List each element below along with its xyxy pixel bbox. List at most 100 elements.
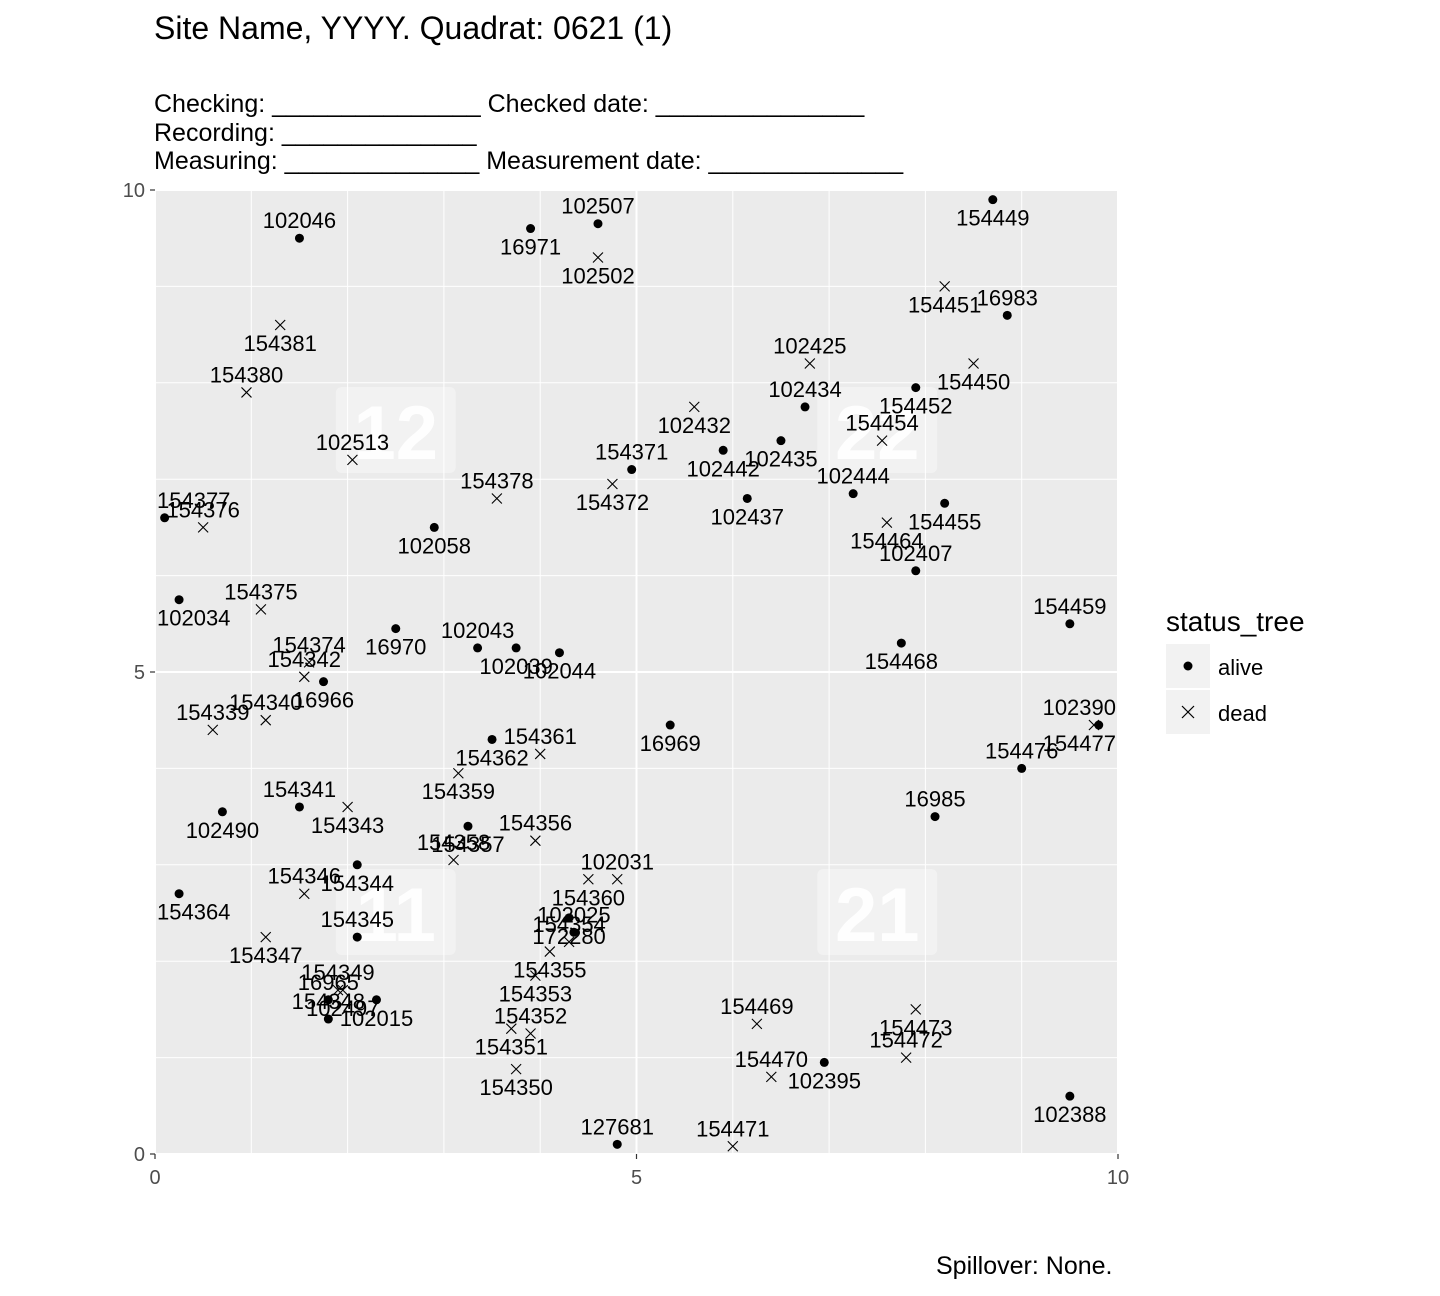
point-label: 154343 xyxy=(311,813,384,838)
alive-point xyxy=(511,643,521,653)
point-label: 154347 xyxy=(229,943,302,968)
point-label: 154345 xyxy=(321,907,394,932)
point-label: 154378 xyxy=(460,468,533,493)
dead-point xyxy=(337,984,349,996)
point-label: 16985 xyxy=(904,787,965,812)
dead-point xyxy=(260,931,272,943)
point-label: 154450 xyxy=(937,370,1010,395)
alive-point xyxy=(940,498,950,508)
point-label: 154360 xyxy=(552,885,625,910)
legend-label-alive: alive xyxy=(1218,655,1264,680)
point-label: 154470 xyxy=(735,1047,808,1072)
dead-point xyxy=(910,1004,922,1015)
point-label: 102039 xyxy=(479,654,552,679)
cross-stroke xyxy=(525,1028,536,1039)
point-label: 154356 xyxy=(499,811,572,836)
point-label: 154362 xyxy=(455,745,528,770)
alive-point xyxy=(988,195,998,205)
point-label: 154477 xyxy=(1043,731,1116,756)
point-label: 154354 xyxy=(532,912,605,937)
legend-label-dead: dead xyxy=(1218,701,1267,726)
dead-point xyxy=(255,603,267,615)
dead-point xyxy=(900,1052,912,1063)
point-label: 154469 xyxy=(720,994,793,1019)
point-label: 154376 xyxy=(166,497,239,522)
cross-stroke xyxy=(197,522,209,533)
recording-line: Recording: ______________ xyxy=(154,119,477,147)
point-label: 154364 xyxy=(157,900,230,925)
cross-stroke xyxy=(881,517,893,528)
point-label: 102407 xyxy=(879,541,952,566)
point-label: 154472 xyxy=(869,1028,942,1053)
point-label: 154459 xyxy=(1033,594,1106,619)
point-label: 102432 xyxy=(658,413,731,438)
alive-point xyxy=(323,1014,333,1024)
legend-title: status_tree xyxy=(1166,606,1305,637)
dead-point xyxy=(342,801,353,813)
dead-point xyxy=(534,748,546,760)
cross-stroke xyxy=(529,970,541,982)
subquadrat-label: 22 xyxy=(835,391,920,476)
cross-stroke xyxy=(298,671,310,683)
cross-stroke xyxy=(510,1063,522,1075)
measuring-line: Measuring: ______________ Measurement da… xyxy=(154,147,904,175)
alive-point xyxy=(429,522,439,532)
dead-point xyxy=(968,358,979,369)
cross-stroke xyxy=(274,319,286,331)
point-label: 154339 xyxy=(176,700,249,725)
cross-stroke xyxy=(968,358,979,369)
cross-stroke xyxy=(342,801,353,813)
dead-point xyxy=(939,281,951,292)
dead-point xyxy=(544,946,556,957)
point-label: 154349 xyxy=(301,960,374,985)
cross-stroke xyxy=(260,931,272,943)
point-label: 154353 xyxy=(499,982,572,1007)
cross-stroke xyxy=(910,1004,922,1015)
point-label: 154380 xyxy=(210,362,283,387)
dead-point xyxy=(491,493,503,504)
dead-point xyxy=(197,522,209,533)
cross-stroke xyxy=(688,401,700,413)
point-label: 154476 xyxy=(985,738,1058,763)
cross-stroke xyxy=(347,454,358,466)
dead-point xyxy=(260,714,272,726)
cross-stroke xyxy=(534,748,546,760)
dead-point xyxy=(582,873,594,885)
dead-point xyxy=(298,671,310,683)
alive-point xyxy=(930,812,940,822)
legend-key-alive xyxy=(1166,644,1210,688)
alive-point xyxy=(896,638,906,648)
alive-point xyxy=(554,648,564,658)
point-label: 154468 xyxy=(865,649,938,674)
dead-point xyxy=(347,454,358,466)
point-label: 154358 xyxy=(417,830,490,855)
point-label: 102034 xyxy=(157,606,230,631)
alive-point xyxy=(627,465,637,475)
point-label: 172280 xyxy=(532,924,605,949)
point-label: 16971 xyxy=(500,235,561,260)
dead-point xyxy=(727,1140,739,1152)
point-label: 102513 xyxy=(316,430,389,455)
cross-stroke xyxy=(337,984,349,996)
cross-stroke xyxy=(876,435,888,447)
cross-stroke xyxy=(303,656,315,668)
dead-point xyxy=(448,854,459,866)
point-label: 102044 xyxy=(523,659,596,684)
alive-point xyxy=(463,821,473,831)
dead-point xyxy=(1088,719,1100,731)
point-label: 154473 xyxy=(879,1015,952,1040)
cross-stroke xyxy=(592,252,604,263)
legend-key-dead xyxy=(1166,690,1210,734)
point-label: 102425 xyxy=(773,334,846,359)
alive-point xyxy=(911,566,921,576)
alive-point xyxy=(819,1057,829,1067)
subquadrat-label-bg xyxy=(335,387,456,473)
point-label: 102442 xyxy=(686,456,759,481)
x-tick-label: 5 xyxy=(631,1167,642,1189)
point-label: 102395 xyxy=(788,1068,861,1093)
point-label: 102444 xyxy=(816,464,889,489)
cross-stroke xyxy=(607,478,618,490)
dead-point xyxy=(274,319,286,331)
point-label: 16966 xyxy=(293,688,354,713)
